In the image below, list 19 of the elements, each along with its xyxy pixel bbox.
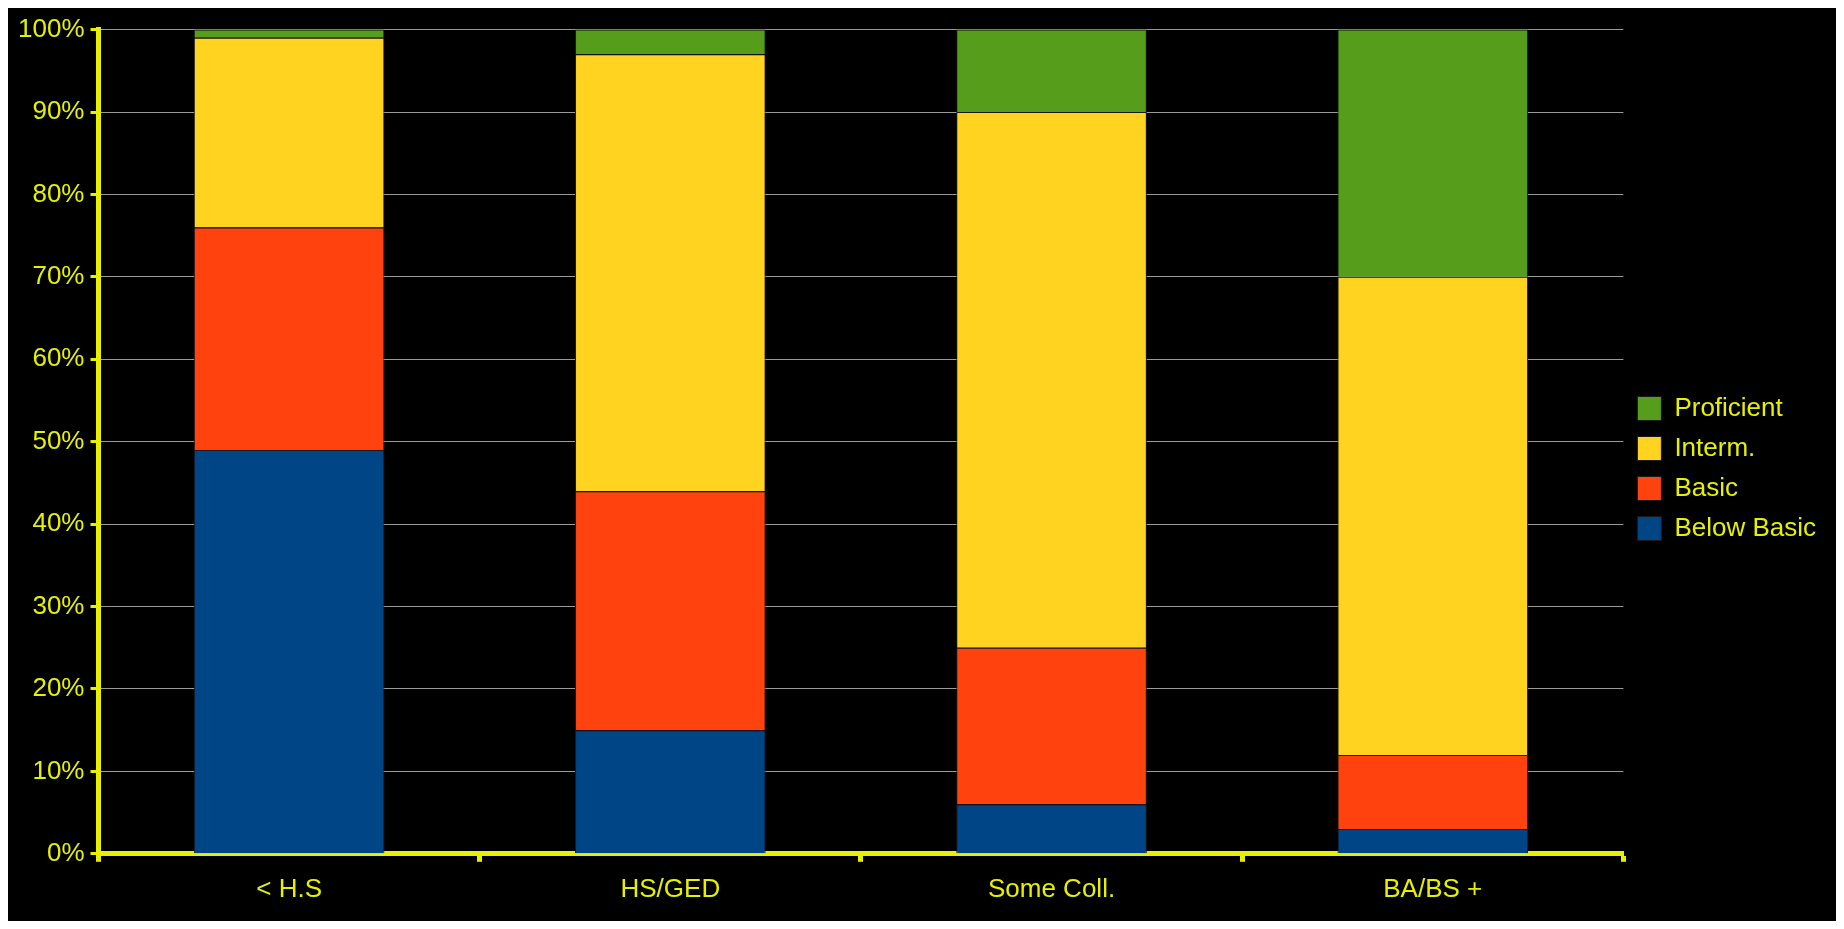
y-tick-label: 50% <box>32 424 85 455</box>
x-tick-label: Some Coll. <box>987 872 1116 903</box>
y-tick-label: 90% <box>32 95 85 126</box>
y-tick-label: 30% <box>32 589 85 620</box>
x-tick-label: HS/GED <box>620 872 721 903</box>
legend-label: Proficient <box>1674 391 1784 422</box>
legend-label: Basic <box>1674 471 1738 502</box>
legend-label: Interm. <box>1674 431 1756 462</box>
y-tick-label: 40% <box>32 507 85 538</box>
y-tick-label: 0% <box>46 836 85 867</box>
legend-label: Below Basic <box>1674 511 1817 542</box>
y-tick-label: 80% <box>32 177 85 208</box>
y-tick-label: 70% <box>32 260 85 291</box>
y-tick-label: 10% <box>32 754 85 785</box>
y-tick-label: 100% <box>18 12 85 43</box>
x-tick-label: BA/BS + <box>1383 872 1483 903</box>
y-tick-label: 20% <box>32 672 85 703</box>
y-tick-label: 60% <box>32 342 85 373</box>
x-tick-label: < H.S <box>256 872 322 903</box>
